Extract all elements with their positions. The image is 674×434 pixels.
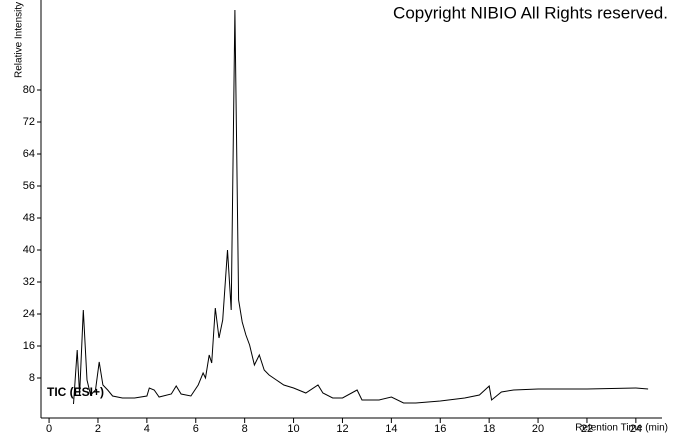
y-tick-label: 48	[23, 212, 35, 224]
y-tick-label: 40	[23, 244, 35, 256]
x-tick-label: 22	[581, 423, 593, 434]
x-tick-label: 12	[336, 423, 348, 434]
x-tick-label: 8	[242, 423, 248, 434]
copyright: Copyright NIBIO All Rights reserved.	[393, 3, 668, 22]
y-tick-label: 24	[23, 308, 35, 320]
y-axis-label: Relative Intensity	[14, 2, 25, 78]
y-tick-label: 64	[23, 148, 35, 160]
y-tick-label: 56	[23, 180, 35, 192]
y-tick-label: 16	[23, 340, 35, 352]
x-tick-label: 18	[483, 423, 495, 434]
y-tick-label: 8	[29, 372, 35, 384]
x-tick-label: 4	[144, 423, 150, 434]
x-tick-label: 6	[193, 423, 199, 434]
x-tick-label: 24	[630, 423, 642, 434]
x-tick-label: 10	[287, 423, 299, 434]
y-tick-label: 80	[23, 84, 35, 96]
y-tick-label: 72	[23, 116, 35, 128]
x-tick-label: 16	[434, 423, 446, 434]
trace-label: TIC (ESI+)	[47, 385, 104, 399]
x-tick-label: 20	[532, 423, 544, 434]
trace	[73, 9, 649, 405]
x-tick-label: 0	[46, 423, 52, 434]
x-axis-label: Retention Time (min)	[575, 423, 668, 434]
x-tick-label: 14	[385, 423, 397, 434]
x-tick-label: 2	[95, 423, 101, 434]
y-tick-label: 32	[23, 276, 35, 288]
